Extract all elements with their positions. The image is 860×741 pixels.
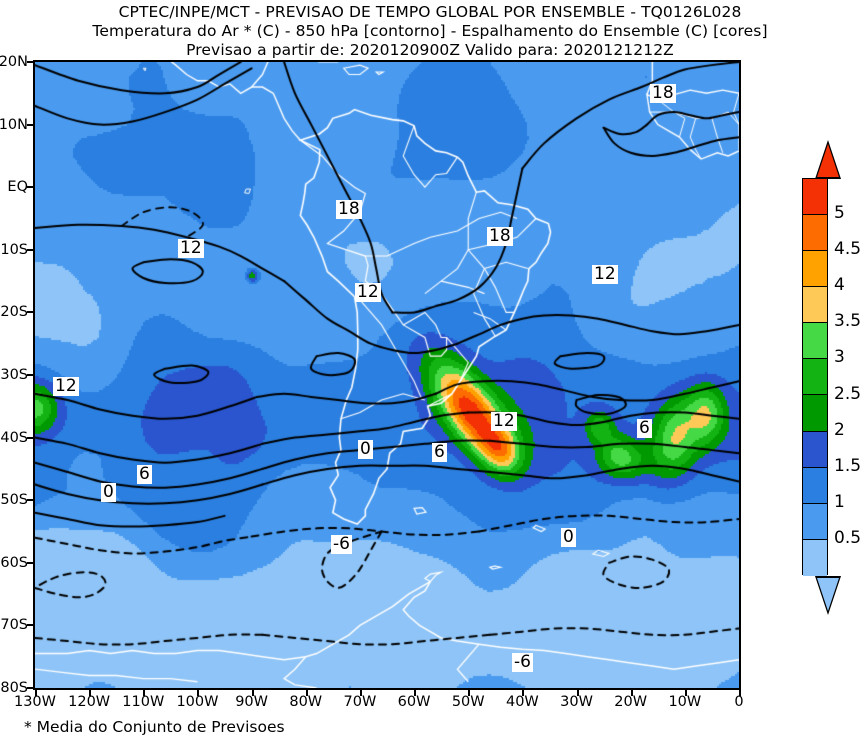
y-axis-tick (27, 123, 33, 126)
x-axis-label-20W: 20W (614, 694, 648, 710)
x-axis-tick (630, 690, 633, 696)
map-canvas (35, 62, 739, 688)
y-axis-label-50S: 50S (0, 492, 28, 509)
y-axis-tick (27, 61, 33, 63)
y-axis-tick (27, 499, 33, 502)
contour-label-18-2: 18 (650, 83, 676, 103)
colorbar-band-4 (803, 323, 827, 360)
map-plot-area (33, 60, 741, 690)
x-axis-tick (35, 690, 37, 696)
footnote: * Media do Conjunto de Previsoes (24, 718, 285, 736)
colorbar-tick-1.5: 1.5 (834, 455, 860, 476)
y-axis-tick (27, 561, 33, 564)
contour-label--6-15: -6 (512, 652, 533, 672)
y-axis-tick (27, 311, 33, 314)
contour-label-12-4: 12 (355, 282, 381, 302)
colorbar-band-3 (803, 287, 827, 324)
colorbar-tick-5: 5 (834, 203, 845, 224)
colorbar-band-7 (803, 431, 827, 468)
y-axis-label-60S: 60S (0, 554, 28, 571)
x-axis-label-80W: 80W (289, 694, 323, 710)
colorbar: 5 4.5 4 3.5 3 2.5 2 1.5 1 0.5 (802, 140, 860, 615)
colorbar-tick-1: 1 (834, 491, 845, 512)
colorbar-tick-2: 2 (834, 419, 845, 440)
contour-label-18-0: 18 (336, 199, 362, 219)
colorbar-tick-0.5: 0.5 (834, 527, 860, 548)
contour-label-6-9: 6 (432, 442, 447, 462)
colorbar-band-8 (803, 467, 827, 504)
x-axis-label-0: 0 (734, 694, 744, 710)
title-line-1: CPTEC/INPE/MCT - PREVISAO DE TEMPO GLOBA… (118, 3, 742, 21)
colorbar-tick-3.5: 3.5 (834, 311, 860, 332)
contour-label-6-8: 6 (137, 464, 152, 484)
y-axis-tick (27, 374, 33, 376)
y-axis-label-10N: 10N (0, 116, 28, 133)
y-axis-label-10S: 10S (0, 241, 28, 258)
x-axis-tick (414, 690, 417, 696)
colorbar-tick-4.5: 4.5 (834, 239, 860, 260)
contour-label-18-1: 18 (487, 226, 513, 246)
contour-label-0-13: 0 (561, 527, 576, 547)
colorbar-tick-2.5: 2.5 (834, 383, 860, 404)
contour-label-12-7: 12 (491, 411, 517, 431)
chart-title-block: CPTEC/INPE/MCT - PREVISAO DE TEMPO GLOBA… (0, 0, 860, 60)
colorbar-band-0 (803, 179, 827, 216)
x-axis-label-70W: 70W (343, 694, 377, 710)
x-axis-label-130W: 130W (13, 694, 56, 710)
contour-label-6-10: 6 (637, 418, 652, 438)
contour-label-0-12: 0 (358, 439, 373, 459)
x-axis-label-30W: 30W (560, 694, 593, 710)
y-axis-label-40S: 40S (0, 429, 28, 446)
colorbar-band-9 (803, 503, 827, 540)
title-line-3: Previsao a partir de: 2020120900Z Valido… (186, 41, 674, 59)
x-axis-label-90W: 90W (235, 694, 268, 710)
y-axis-label-20S: 20S (0, 304, 28, 321)
x-axis-tick (359, 690, 362, 696)
x-axis-tick (522, 690, 525, 696)
x-axis-label-100W: 100W (176, 694, 219, 710)
x-axis-tick (739, 690, 741, 696)
colorbar-tick-4: 4 (834, 275, 845, 296)
x-axis-label-120W: 120W (68, 694, 111, 710)
y-axis-label-EQ: EQ (7, 179, 28, 196)
contour-label-12-6: 12 (53, 376, 79, 396)
colorbar-band-5 (803, 359, 827, 396)
contour-label-0-11: 0 (101, 482, 116, 502)
x-axis-tick (576, 690, 579, 696)
y-axis-label-80S: 80S (0, 680, 28, 696)
y-axis-tick (27, 687, 33, 689)
contour-label-12-3: 12 (178, 238, 204, 258)
x-axis-tick (197, 690, 200, 696)
x-axis-label-50W: 50W (451, 694, 485, 710)
y-axis-label-20N: 20N (0, 54, 28, 70)
x-axis-label-60W: 60W (397, 694, 431, 710)
x-axis-tick (305, 690, 308, 696)
colorbar-band-6 (803, 395, 827, 432)
x-axis-label-10W: 10W (668, 694, 702, 710)
contour-label--6-14: -6 (331, 534, 352, 554)
colorbar-tick-3: 3 (834, 347, 845, 368)
x-axis-label-40W: 40W (505, 694, 539, 710)
x-axis-tick (684, 690, 687, 696)
y-axis-tick (27, 186, 33, 189)
x-axis-tick (251, 690, 254, 696)
colorbar-bands (802, 178, 828, 576)
contour-label-12-5: 12 (592, 264, 618, 284)
y-axis-tick (27, 436, 33, 439)
y-axis-tick (27, 624, 33, 627)
y-axis-label-70S: 70S (0, 617, 28, 634)
title-line-2: Temperatura do Ar * (C) - 850 hPa [conto… (92, 22, 768, 40)
x-axis-tick (89, 690, 92, 696)
x-axis-tick (143, 690, 146, 696)
x-axis-tick (468, 690, 471, 696)
colorbar-band-1 (803, 215, 827, 252)
colorbar-band-2 (803, 251, 827, 288)
y-axis-tick (27, 248, 33, 251)
colorbar-band-10 (803, 539, 827, 576)
y-axis-label-30S: 30S (0, 367, 28, 383)
x-axis-label-110W: 110W (122, 694, 165, 710)
